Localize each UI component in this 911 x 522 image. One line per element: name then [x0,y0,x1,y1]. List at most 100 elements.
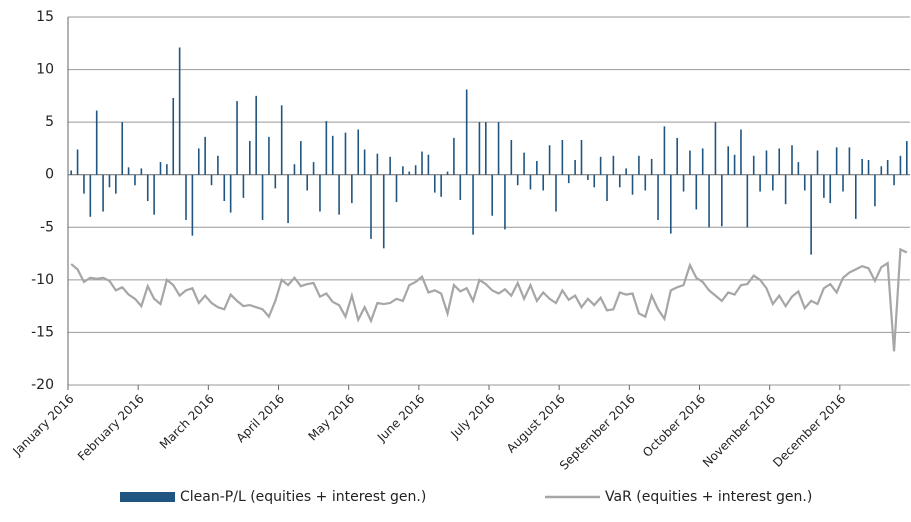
bar [166,164,168,175]
bar [440,174,442,197]
bar [567,174,570,184]
bar [242,174,245,198]
bar [733,154,736,175]
bar [83,174,85,194]
bar [682,174,685,192]
bar [638,155,640,175]
bar [306,174,309,191]
bar [612,155,615,175]
bar [331,135,334,175]
y-tick-label: -10 [31,272,54,288]
bar [663,126,666,175]
bar [108,174,111,188]
bar [759,174,761,192]
bar [835,147,838,175]
y-tick-label: 10 [36,62,54,78]
bar [255,95,257,175]
bar [338,174,340,215]
bar [893,174,895,186]
bar [389,156,391,175]
bar [280,105,283,175]
bar [631,174,634,195]
bar [644,174,647,191]
bar [172,97,175,175]
bar [593,174,596,188]
bar [752,155,755,175]
bar [842,174,844,192]
bar [210,174,213,186]
bar [618,174,621,188]
bar [765,150,768,175]
bar [134,174,136,186]
bar [784,174,787,205]
bar [287,174,289,224]
bar [721,174,723,227]
bar [491,174,493,216]
bar [880,166,883,175]
bar [689,150,691,175]
bar [555,174,557,212]
bar [351,174,353,204]
bar [650,158,653,175]
bar [376,153,379,175]
bar [606,174,608,201]
bar [153,174,155,215]
bar [146,174,149,201]
line [70,247,908,352]
bar [854,174,857,219]
bar [504,174,506,230]
bar [459,174,462,200]
bar [580,140,583,175]
bar [76,149,79,175]
bar [223,174,226,201]
bar [472,174,474,235]
x-tick-label: November 2016 [700,392,778,470]
bar [561,140,564,175]
x-tick-label: August 2016 [504,392,568,456]
bar [115,174,117,194]
bar [395,174,398,203]
bar [102,174,104,212]
bar [140,168,143,175]
bar [829,174,832,204]
bar [191,174,194,236]
bar [708,174,710,228]
x-tick-label: March 2016 [157,392,217,452]
bar [261,174,264,220]
bar [791,145,793,175]
bar [740,129,742,175]
bar [312,162,315,175]
bar [178,47,181,175]
bar [217,155,219,175]
y-tick-label: 0 [45,167,54,183]
bar [293,164,296,175]
x-tick-label: June 2016 [374,392,427,445]
bar [657,174,659,220]
bar [204,136,206,175]
bar [797,162,800,175]
bar [402,166,404,175]
bar [319,174,321,212]
legend-swatch [120,492,175,502]
bar [248,141,251,175]
bar [497,122,500,175]
bar [810,174,812,255]
bar [599,156,602,175]
x-tick-label: April 2016 [234,392,288,446]
y-tick-label: 15 [36,9,54,25]
x-tick-label: October 2016 [640,392,708,460]
bar [536,161,538,175]
bar [625,168,627,175]
bar [695,174,698,210]
bar [478,122,481,175]
bar [300,141,302,175]
bar [236,101,238,175]
bar [95,110,98,175]
bar [523,152,525,175]
bar [714,122,717,175]
bar [529,174,532,190]
y-tick-label: 5 [45,114,54,130]
bar [574,159,576,175]
bar [861,158,863,175]
x-tick-label: December 2016 [770,392,848,470]
